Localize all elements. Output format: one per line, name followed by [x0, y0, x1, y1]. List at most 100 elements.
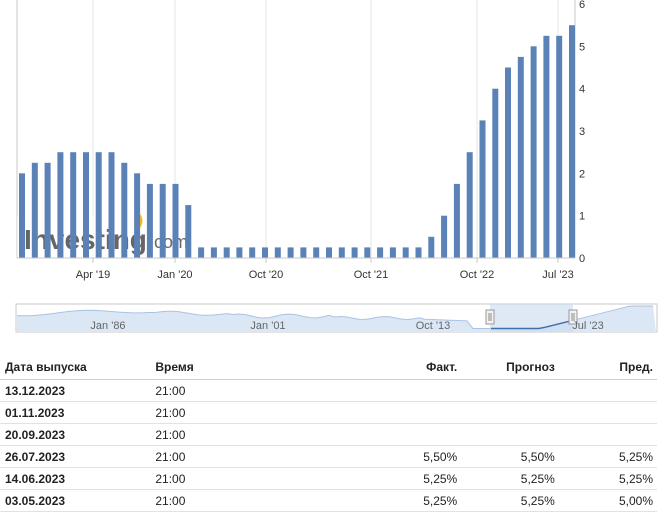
release-date: 14.06.2023	[0, 467, 151, 490]
actual-value	[366, 423, 462, 446]
bar	[313, 247, 320, 258]
forecast-value	[461, 423, 559, 446]
investing-watermark: Investing .com	[17, 212, 197, 258]
bar	[185, 205, 192, 258]
y-tick-label: 3	[579, 126, 585, 138]
bar	[326, 247, 332, 258]
release-date: 20.09.2023	[0, 423, 151, 446]
bar	[236, 247, 243, 258]
actual-value	[366, 379, 462, 402]
bar	[210, 247, 217, 258]
bar	[57, 152, 64, 258]
bar	[31, 162, 38, 259]
bar	[95, 152, 102, 258]
bar	[428, 236, 435, 258]
actual-value	[366, 401, 462, 424]
table-row: 03.05.2023 21:00 5,25% 5,25% 5,00%	[0, 489, 657, 512]
bar	[159, 183, 166, 258]
y-tick-label: 1	[579, 211, 585, 223]
release-time: 21:00	[150, 379, 366, 402]
y-tick-label: 6	[579, 0, 585, 11]
bar	[530, 46, 537, 258]
bar	[249, 247, 256, 258]
previous-value: 5,25%	[558, 467, 657, 490]
y-tick-label: 4	[579, 84, 585, 96]
navigator-left-handle[interactable]	[485, 309, 495, 325]
release-time: 21:00	[150, 445, 366, 468]
bar	[262, 247, 268, 258]
navigator-right-handle[interactable]	[568, 309, 578, 325]
release-date: 26.07.2023	[0, 445, 151, 468]
watermark-suffix: .com	[149, 232, 188, 252]
release-date: 03.05.2023	[0, 489, 151, 512]
bar	[364, 247, 371, 258]
bar	[492, 88, 499, 258]
bar	[44, 162, 51, 259]
bar	[223, 247, 230, 258]
release-date: 01.11.2023	[0, 401, 151, 424]
bar	[351, 247, 358, 258]
navigator-label: Oct '13	[416, 320, 451, 332]
bar	[377, 247, 384, 258]
x-tick-label: Oct '20	[249, 269, 284, 281]
table-row: 14.06.2023 21:00 5,25% 5,25% 5,25%	[0, 467, 657, 490]
table-row: 20.09.2023 21:00	[0, 423, 657, 446]
bar	[505, 67, 511, 258]
previous-value: 5,00%	[558, 489, 657, 512]
column-header-date[interactable]: Дата выпуска	[0, 354, 151, 380]
bar	[402, 247, 409, 258]
x-tick-label: Apr '19	[76, 269, 111, 281]
release-time: 21:00	[150, 489, 366, 512]
navigator-selected-line	[491, 320, 570, 330]
bar	[172, 183, 179, 258]
navigator-series-area	[17, 306, 656, 332]
actual-value: 5,25%	[366, 489, 462, 512]
bar	[556, 35, 563, 259]
bar	[543, 35, 550, 259]
navigator-selected-range[interactable]	[490, 304, 573, 332]
release-time: 21:00	[150, 401, 366, 424]
navigator-label: Jul '23	[572, 320, 603, 332]
bar	[134, 173, 141, 258]
y-tick-label: 5	[579, 41, 585, 53]
previous-value: 5,25%	[558, 445, 657, 468]
chart-axes: 0 1 2 3 4 5 6 Apr '19 Jan '20 Oct '20 Oct '21 Oct '…	[17, 0, 585, 281]
rate-chart[interactable]: Investing .com 0 1 2 3 4 5 6 Apr '19 Jan '20 Oct …	[0, 0, 667, 345]
table-row: 26.07.2023 21:00 5,50% 5,50% 5,25%	[0, 445, 657, 468]
forecast-value	[461, 379, 559, 402]
column-header-actual[interactable]: Факт.	[366, 354, 462, 380]
previous-value	[558, 379, 657, 402]
bar	[300, 247, 307, 258]
x-tick-label: Oct '21	[354, 269, 389, 281]
column-header-time[interactable]: Время	[150, 354, 366, 380]
forecast-value: 5,25%	[461, 489, 559, 512]
bar	[121, 162, 128, 259]
bar	[108, 152, 115, 258]
table-row: 01.11.2023 21:00	[0, 401, 657, 424]
release-time: 21:00	[150, 423, 366, 446]
table-header-row: Дата выпуска Время Факт. Прогноз Пред.	[0, 354, 657, 380]
bar	[453, 183, 460, 258]
column-header-forecast[interactable]: Прогноз	[461, 354, 559, 380]
x-tick-label: Jul '23	[542, 269, 573, 281]
column-header-previous[interactable]: Пред.	[558, 354, 657, 380]
bar	[466, 152, 473, 258]
bar	[441, 215, 448, 258]
previous-value	[558, 401, 657, 424]
forecast-value: 5,50%	[461, 445, 559, 468]
bar	[198, 247, 205, 258]
bar	[70, 152, 77, 258]
bar	[146, 183, 153, 258]
forecast-value	[461, 401, 559, 424]
bar	[479, 120, 486, 259]
bar	[389, 247, 396, 258]
actual-value: 5,25%	[366, 467, 462, 490]
forecast-value: 5,25%	[461, 467, 559, 490]
chart-bars	[19, 25, 575, 259]
table-row: 13.12.2023 21:00	[0, 379, 657, 402]
actual-value: 5,50%	[366, 445, 462, 468]
x-tick-label: Oct '22	[460, 269, 495, 281]
release-time: 21:00	[150, 467, 366, 490]
y-tick-label: 0	[579, 253, 585, 265]
navigator[interactable]: Jan '86 Jan '01 Oct '13 Jul '23	[0, 298, 667, 338]
